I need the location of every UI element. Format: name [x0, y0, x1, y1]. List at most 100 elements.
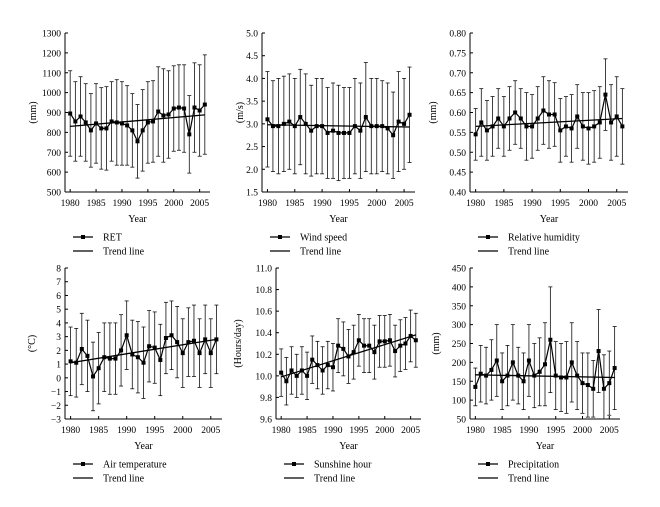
data-point: [351, 350, 356, 355]
y-axis-label: (m/s): [235, 102, 246, 123]
data-point: [607, 381, 612, 386]
data-point: [145, 120, 150, 125]
data-point: [518, 116, 523, 121]
y-tick-label: 700: [47, 149, 62, 159]
data-point: [325, 363, 330, 368]
data-point: [530, 124, 535, 129]
data-point: [601, 386, 606, 391]
y-tick-label: 10.0: [255, 372, 272, 382]
x-tick-label: 1985: [87, 199, 106, 209]
data-point: [391, 133, 396, 138]
y-tick-label: 5.0: [246, 30, 258, 40]
data-point: [78, 114, 83, 119]
x-axis-label: Year: [134, 441, 153, 452]
series-1: [265, 62, 412, 182]
data-point: [363, 115, 368, 120]
data-point: [473, 384, 478, 389]
x-tick-label: 1980: [466, 199, 485, 209]
y-tick-label: 0.60: [449, 109, 466, 119]
x-tick-label: 2005: [395, 199, 414, 209]
legend: Sunshine hour Trend line: [284, 460, 372, 485]
chart-panel-4: −3 −2 −1 0 1 2 3 4 5 6 7 8 1980 1985 1990 1995 2000 2005 Y…: [27, 265, 222, 485]
data-point: [88, 128, 93, 133]
x-tick-label: 1995: [138, 199, 157, 209]
x-tick-label: 2000: [579, 199, 598, 209]
data-point: [614, 114, 619, 119]
data-point: [292, 124, 297, 129]
data-point: [96, 366, 101, 371]
data-point: [586, 126, 591, 131]
series-1: [68, 300, 219, 412]
y-tick-label: 2: [56, 347, 61, 357]
y-tick-label: 9.8: [260, 394, 272, 404]
data-point: [597, 120, 602, 125]
legend: RET Trend line: [73, 233, 145, 258]
y-tick-label: 900: [47, 109, 62, 119]
y-tick-label: 3: [56, 333, 61, 343]
legend-series-marker: [292, 462, 296, 466]
y-tick-label: 2.5: [246, 143, 258, 153]
data-point: [513, 110, 518, 115]
data-point: [393, 349, 398, 354]
chart-panel-6: 50 100 150 200 250 300 350 400 450 1980 1985 1990 19…: [431, 265, 620, 485]
data-point: [553, 373, 558, 378]
series-1: [473, 58, 625, 165]
data-point: [182, 106, 187, 111]
y-tick-label: 1100: [42, 69, 61, 79]
x-tick-label: 1995: [145, 426, 164, 436]
data-point: [372, 350, 377, 355]
data-point: [187, 132, 192, 137]
data-point: [135, 355, 140, 360]
data-point: [202, 102, 207, 107]
data-point: [524, 124, 529, 129]
data-point: [490, 124, 495, 129]
data-point: [119, 121, 124, 126]
x-tick-label: 2005: [190, 199, 209, 209]
y-axis-label: (mm): [431, 332, 442, 354]
data-point: [166, 112, 171, 117]
data-point: [473, 132, 478, 137]
x-axis-label: Year: [540, 214, 559, 225]
y-tick-label: 350: [452, 302, 467, 312]
data-point: [396, 119, 401, 124]
data-point: [336, 130, 341, 135]
y-tick-label: 8: [56, 265, 61, 275]
data-point: [197, 351, 202, 356]
x-axis-label: Year: [536, 441, 555, 452]
y-tick-label: 10.6: [255, 308, 272, 318]
data-point: [284, 379, 289, 384]
data-point: [68, 111, 73, 116]
data-point: [125, 123, 130, 128]
data-point: [147, 344, 152, 349]
y-tick-label: 2.0: [246, 166, 258, 176]
x-tick-label: 2005: [607, 199, 626, 209]
legend-trend-label: Trend line: [314, 474, 356, 485]
data-point: [119, 348, 124, 353]
y-tick-label: 800: [47, 129, 62, 139]
data-point: [74, 360, 79, 365]
y-tick-label: 1000: [42, 89, 61, 99]
y-tick-label: 450: [452, 265, 467, 275]
y-tick-label: 1.5: [246, 189, 258, 199]
data-point: [526, 358, 531, 363]
legend-series-label: Sunshine hour: [314, 460, 372, 471]
data-point: [535, 116, 540, 121]
data-point: [208, 351, 213, 356]
y-tick-label: 400: [452, 283, 467, 293]
data-point: [135, 139, 140, 144]
chart-panel-3: 0.40 0.45 0.50 0.55 0.60 0.65 0.70 0.75 0.80 1980…: [428, 30, 628, 258]
data-point: [175, 340, 180, 345]
data-point: [287, 119, 292, 124]
data-point: [130, 352, 135, 357]
legend: Relative humidity Trend line: [478, 233, 580, 258]
data-point: [140, 128, 145, 133]
trend-line: [70, 114, 205, 128]
data-point: [289, 368, 294, 373]
data-point: [603, 92, 608, 97]
data-point: [180, 351, 185, 356]
data-point: [107, 356, 112, 361]
data-point: [330, 365, 335, 370]
data-point: [479, 120, 484, 125]
y-tick-label: 10.8: [255, 286, 272, 296]
